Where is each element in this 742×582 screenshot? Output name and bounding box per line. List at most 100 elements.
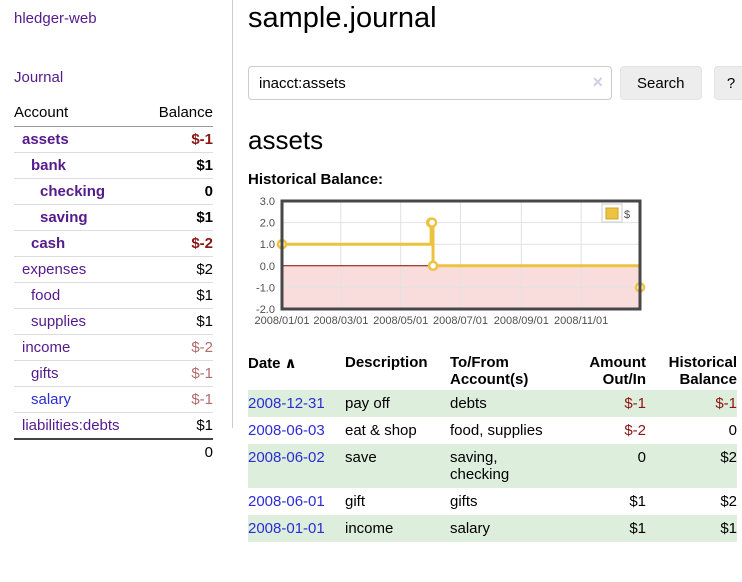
transaction-amount: 0	[637, 449, 646, 466]
transaction-date-link[interactable]: 2008-01-01	[248, 520, 325, 537]
legend-label: $	[624, 209, 630, 221]
account-link-expenses[interactable]: expenses	[22, 261, 87, 278]
accounts-total-value: 0	[145, 438, 213, 465]
account-row: cash $-2	[14, 230, 213, 257]
app-window: hledger-web Journal Account Balance asse…	[0, 0, 742, 542]
account-row: expenses $2	[14, 256, 213, 283]
search-input-wrap: ×	[248, 66, 612, 100]
transaction-balance: $1	[720, 520, 737, 537]
account-balance: $2	[196, 261, 213, 278]
account-balance: $-1	[191, 131, 213, 148]
account-link-cash[interactable]: cash	[31, 235, 66, 252]
register-header-balance: Historical Balance	[668, 354, 737, 388]
account-link-salary[interactable]: salary	[31, 391, 72, 408]
account-row: bank $1	[14, 152, 213, 179]
x-tick-label: 2008/07/01	[433, 315, 488, 327]
account-row: food $1	[14, 282, 213, 309]
accounts-header-row: Account Balance	[14, 101, 213, 127]
x-tick-label: 2008/01/01	[254, 315, 309, 327]
account-link-checking[interactable]: checking	[40, 183, 106, 200]
account-balance: $1	[196, 157, 213, 174]
y-tick-label: 1.0	[260, 239, 275, 251]
y-tick-label: 3.0	[260, 196, 275, 208]
transaction-accounts: saving, checking	[450, 449, 510, 483]
sidebar: hledger-web Journal Account Balance asse…	[0, 0, 233, 542]
transaction-accounts: salary	[450, 520, 491, 537]
account-balance: $1	[196, 417, 213, 434]
accounts-header-account: Account	[14, 104, 69, 121]
transaction-row: 2008-12-31 pay off debts $-1 $-1	[248, 390, 737, 417]
transaction-balance: 0	[728, 422, 737, 439]
account-link-food[interactable]: food	[31, 287, 61, 304]
help-button[interactable]: ?	[713, 66, 742, 100]
x-tick-label: 2008/05/01	[373, 315, 428, 327]
transaction-balance: $2	[720, 449, 737, 466]
account-row: checking 0	[14, 178, 213, 205]
sidebar-item-journal[interactable]: Journal	[14, 69, 64, 86]
transaction-date-link[interactable]: 2008-06-02	[248, 449, 325, 466]
transaction-accounts: gifts	[450, 493, 478, 510]
register-header-row: Date ∧ Description To/From Account(s) Amo…	[248, 352, 737, 390]
y-tick-label: 0.0	[260, 261, 275, 273]
transaction-description: income	[345, 520, 394, 537]
search-input[interactable]	[248, 66, 612, 100]
transaction-date-link[interactable]: 2008-06-01	[248, 493, 325, 510]
transaction-amount: $-2	[624, 422, 646, 439]
register-header-date[interactable]: Date ∧	[248, 355, 297, 372]
account-link-liabilities-debts[interactable]: liabilities:debts	[22, 417, 120, 434]
transaction-row: 2008-06-03 eat & shop food, supplies $-2 0	[248, 417, 737, 444]
account-link-assets[interactable]: assets	[22, 131, 69, 148]
account-row: supplies $1	[14, 308, 213, 335]
account-row: liabilities:debts $1	[14, 412, 213, 440]
account-heading: assets	[248, 125, 324, 155]
account-balance: $-1	[191, 365, 213, 382]
account-row: salary $-1	[14, 386, 213, 413]
transaction-balance: $2	[720, 493, 737, 510]
account-link-income[interactable]: income	[22, 339, 71, 356]
transaction-amount: $1	[629, 520, 646, 537]
account-link-gifts[interactable]: gifts	[31, 365, 59, 382]
transaction-amount: $1	[629, 493, 646, 510]
chart-title: Historical Balance:	[248, 171, 384, 188]
clear-search-icon[interactable]: ×	[592, 72, 603, 92]
register-header-accounts: To/From Account(s)	[450, 354, 529, 388]
account-link-bank[interactable]: bank	[31, 157, 67, 174]
transaction-date-link[interactable]: 2008-06-03	[248, 422, 325, 439]
page-title: sample.journal	[248, 2, 437, 34]
account-balance: $-2	[191, 339, 213, 356]
y-tick-label: -1.0	[256, 282, 275, 294]
register-header-amount: Amount Out/In	[589, 354, 646, 388]
app-title-link[interactable]: hledger-web	[14, 10, 97, 27]
account-row: assets $-1	[14, 127, 213, 153]
y-tick-label: -2.0	[256, 304, 275, 316]
x-tick-label: 2008/09/01	[494, 315, 549, 327]
account-balance: $-2	[191, 235, 213, 252]
accounts-total-row: 0	[14, 438, 213, 465]
transaction-description: pay off	[345, 395, 390, 412]
account-balance: 0	[204, 183, 213, 200]
transaction-accounts: debts	[450, 395, 487, 412]
accounts-header-balance: Balance	[158, 104, 213, 121]
transaction-row: 2008-01-01 income salary $1 $1	[248, 515, 737, 542]
main-content: sample.journal × Search ? assets Histori…	[233, 0, 742, 542]
transaction-accounts: food, supplies	[450, 422, 543, 439]
transaction-amount: $-1	[624, 395, 646, 412]
transaction-description: eat & shop	[345, 422, 417, 439]
account-link-saving[interactable]: saving	[40, 209, 88, 226]
account-link-supplies[interactable]: supplies	[31, 313, 87, 330]
search-form: × Search ?	[248, 66, 742, 100]
legend-swatch	[605, 207, 619, 220]
account-balance: $1	[196, 313, 213, 330]
accounts-table: Account Balance assets $-1 bank $1 checking 0…	[14, 101, 213, 465]
register-header-description: Description	[345, 354, 428, 371]
y-tick-label: 2.0	[260, 218, 275, 230]
transaction-date-link[interactable]: 2008-12-31	[248, 395, 325, 412]
account-row: gifts $-1	[14, 360, 213, 387]
register-table: Date ∧ Description To/From Account(s) Amo…	[248, 352, 737, 542]
transaction-row: 2008-06-01 gift gifts $1 $2	[248, 488, 737, 515]
account-balance: $1	[196, 287, 213, 304]
accounts-total-spacer	[14, 438, 146, 465]
search-button[interactable]: Search	[620, 66, 702, 100]
account-row: saving $1	[14, 204, 213, 231]
